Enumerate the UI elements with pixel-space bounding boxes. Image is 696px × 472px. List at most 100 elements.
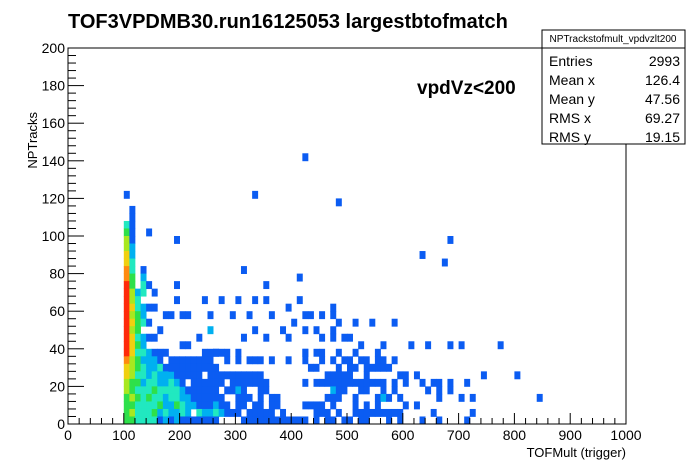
stats-value: 47.56 <box>645 91 680 107</box>
heatmap-cell <box>207 326 214 335</box>
heatmap-cell <box>201 296 208 305</box>
heatmap-cell <box>252 371 259 380</box>
y-tick-label: 180 <box>42 78 66 94</box>
heatmap-cell <box>140 378 147 387</box>
heatmap-cell <box>514 371 521 380</box>
heatmap-cell <box>252 408 259 417</box>
heatmap-cell <box>268 311 275 320</box>
x-tick-label: 500 <box>335 427 359 443</box>
heatmap-cell <box>252 378 259 387</box>
heatmap-cell <box>157 386 164 395</box>
heatmap-cell <box>157 326 164 335</box>
heatmap-cell <box>369 318 376 327</box>
heatmap-cell <box>146 356 153 365</box>
heatmap-cell <box>129 288 136 297</box>
stats-rows: Entries 2993 Mean x 126.4 Mean y 47.56 RMS x 69… <box>549 53 680 145</box>
heatmap-cell <box>168 386 175 395</box>
heatmap-cell <box>330 386 337 395</box>
heatmap-cell <box>157 378 164 387</box>
heatmap-cell <box>335 393 342 402</box>
heatmap-cell <box>240 266 247 274</box>
heatmap-cell <box>129 273 136 282</box>
heatmap-cell <box>201 363 208 372</box>
heatmap-cell <box>252 356 259 365</box>
heatmap-cell <box>302 401 309 410</box>
heatmap-cell <box>134 296 141 305</box>
heatmap-cell <box>252 326 259 335</box>
heatmap-cell <box>224 371 231 380</box>
heatmap-cell <box>436 378 443 387</box>
heatmap-cell <box>319 333 326 342</box>
heatmap-cell <box>179 371 186 380</box>
heatmap-cell <box>274 393 281 402</box>
heatmap-cell <box>129 326 136 335</box>
heatmap-cell <box>196 363 203 372</box>
heatmap-cell <box>140 348 147 357</box>
heatmap-cell <box>263 378 270 387</box>
heatmap-cell <box>146 348 153 357</box>
heatmap-cell <box>218 296 225 305</box>
heatmap-cell <box>268 401 275 410</box>
heatmap-cell <box>218 348 225 357</box>
heatmap-cell <box>185 371 192 380</box>
heatmap-cell <box>285 303 292 312</box>
heatmap-cell <box>174 408 180 417</box>
heatmap-cell <box>134 356 141 365</box>
heatmap-cell <box>469 408 476 417</box>
heatmap-cell <box>268 408 275 417</box>
heatmap-cell <box>335 318 342 327</box>
heatmap-cell <box>235 401 242 410</box>
heatmap-cell <box>123 220 130 229</box>
heatmap-cell <box>380 363 387 372</box>
heatmap-cell <box>352 348 359 357</box>
heatmap-cell <box>280 416 287 425</box>
heatmap-cell <box>335 348 342 357</box>
heatmap-cell <box>363 416 370 425</box>
heatmap-cell <box>229 371 236 380</box>
heatmap-cell <box>168 356 175 365</box>
heatmap-cell <box>129 228 136 237</box>
heatmap-cell <box>218 408 225 417</box>
heatmap-cell <box>464 416 471 425</box>
heatmap-cell <box>123 356 130 365</box>
heatmap-cell <box>190 393 197 402</box>
stats-value: 69.27 <box>645 110 680 126</box>
heatmap-cell <box>140 371 147 380</box>
heatmap-cell <box>168 311 175 320</box>
heatmap-cell <box>425 341 432 350</box>
heatmap-cell <box>302 356 309 365</box>
heatmap-cell <box>386 393 393 402</box>
heatmap-cell <box>285 333 292 342</box>
heatmap-cell <box>335 371 342 380</box>
heatmap-cell <box>162 371 169 380</box>
heatmap-cell <box>123 288 130 297</box>
heatmap-cell <box>447 378 454 387</box>
heatmap-cell <box>179 401 186 410</box>
heatmap-cell <box>235 356 242 365</box>
heatmap-cell <box>201 348 208 357</box>
heatmap-cell <box>174 371 180 380</box>
heatmap-cell <box>313 348 320 357</box>
heatmap-cell <box>134 303 141 312</box>
heatmap-cell <box>146 386 153 395</box>
heatmap-cell <box>307 311 314 320</box>
y-tick-label: 60 <box>49 303 65 319</box>
heatmap-cell <box>386 408 393 417</box>
heatmap-cell <box>480 371 487 380</box>
heatmap-cell <box>229 408 236 417</box>
x-axis: 0 100 200 300 400 500 600 700 800 900 1000 <box>64 413 642 443</box>
heatmap-cell <box>419 251 426 259</box>
heatmap-cell <box>162 348 169 357</box>
heatmap-cell <box>436 416 443 425</box>
heatmap-cell <box>146 408 153 417</box>
heatmap-cell <box>151 378 158 387</box>
heatmap-cell <box>291 416 298 425</box>
heatmap-cell <box>330 371 337 380</box>
heatmap-cell <box>380 408 387 417</box>
heatmap-cell <box>134 288 141 297</box>
heatmap-cell <box>129 258 136 267</box>
heatmap-cell <box>146 333 153 342</box>
heatmap-cell <box>374 393 381 402</box>
heatmap-cell <box>134 393 141 402</box>
heatmap-cell <box>347 416 353 425</box>
